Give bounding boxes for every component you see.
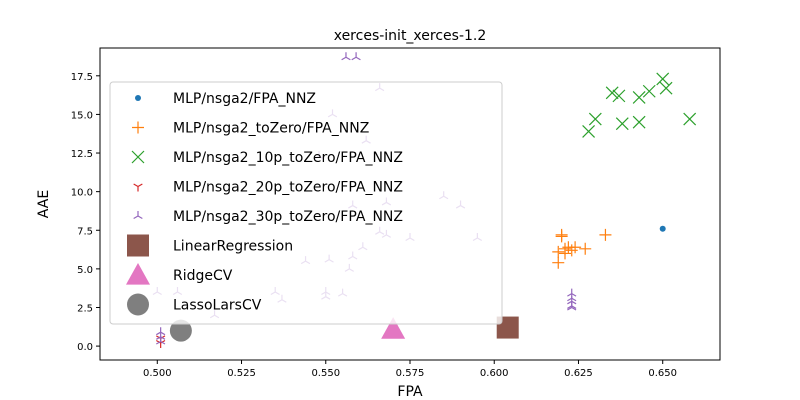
- y-tick-label: 17.5: [71, 72, 93, 83]
- data-point: [659, 81, 673, 95]
- legend-label: MLP/nsga2_10p_toZero/FPA_NNZ: [173, 150, 403, 166]
- data-point: [612, 89, 626, 103]
- legend-label: MLP/nsga2_toZero/FPA_NNZ: [173, 121, 369, 137]
- baseline-1: [381, 317, 406, 339]
- data-point: [569, 241, 582, 254]
- x-axis: 0.500 0.525 0.550 0.575 0.600 0.625 0.650: [143, 360, 677, 379]
- data-point: [156, 339, 166, 349]
- data-point: [169, 319, 192, 342]
- data-point: [552, 245, 565, 258]
- x-tick-label: 0.650: [648, 368, 677, 379]
- data-point: [351, 52, 361, 61]
- y-tick-label: 0.0: [77, 342, 93, 353]
- data-point: [683, 112, 697, 126]
- series-2: [582, 72, 697, 138]
- x-tick-label: 0.600: [480, 368, 509, 379]
- legend-label: MLP/nsga2/FPA_NNZ: [173, 91, 316, 107]
- data-point: [656, 72, 670, 86]
- series-1: [552, 228, 612, 269]
- y-tick-label: 15.0: [71, 110, 93, 121]
- data-point: [381, 317, 406, 339]
- legend-label: MLP/nsga2_30p_toZero/FPA_NNZ: [173, 209, 403, 225]
- legend-entry: RidgeCV: [126, 263, 233, 285]
- legend-entry: MLP/nsga2_20p_toZero/FPA_NNZ: [133, 180, 403, 196]
- data-point: [555, 230, 568, 243]
- legend-entry: MLP/nsga2_10p_toZero/FPA_NNZ: [131, 150, 403, 166]
- legend-marker: [133, 211, 143, 220]
- legend-marker: [127, 293, 149, 316]
- data-point: [567, 302, 577, 311]
- legend-marker: [135, 95, 141, 101]
- data-point: [567, 288, 577, 297]
- baseline-2: [169, 319, 192, 342]
- legend-entry: MLP/nsga2_toZero/FPA_NNZ: [132, 121, 369, 137]
- data-point: [559, 247, 571, 260]
- y-tick-label: 5.0: [77, 265, 93, 276]
- data-point: [582, 124, 596, 138]
- data-point: [156, 336, 166, 345]
- legend-box: [109, 81, 503, 325]
- y-tick-label: 7.5: [77, 226, 93, 237]
- y-axis-label: AAE: [36, 190, 52, 218]
- data-point: [659, 225, 666, 232]
- legend-marker: [133, 183, 143, 192]
- x-tick-label: 0.625: [564, 368, 593, 379]
- data-point: [599, 228, 612, 241]
- x-axis-label: FPA: [397, 384, 423, 400]
- data-point: [567, 296, 577, 305]
- y-tick-label: 10.0: [71, 188, 93, 199]
- data-point: [579, 242, 592, 255]
- y-tick-label: 12.5: [71, 149, 93, 160]
- data-point: [552, 256, 565, 269]
- data-point: [588, 112, 602, 126]
- legend-marker: [132, 121, 144, 134]
- legend-marker: [131, 150, 145, 164]
- legend: MLP/nsga2/FPA_NNZ MLP/nsga2_toZero/FPA_NN…: [109, 81, 503, 325]
- legend-label: MLP/nsga2_20p_toZero/FPA_NNZ: [173, 180, 403, 196]
- legend-marker: [127, 234, 149, 257]
- data-point: [341, 52, 351, 61]
- data-point: [156, 327, 166, 336]
- legend-label: LassoLarsCV: [173, 298, 262, 314]
- data-point: [156, 331, 166, 340]
- legend-entry: MLP/nsga2_30p_toZero/FPA_NNZ: [133, 209, 403, 225]
- y-tick-label: 2.5: [77, 303, 93, 314]
- data-point: [565, 244, 578, 257]
- data-point: [632, 115, 646, 129]
- legend-entry: MLP/nsga2/FPA_NNZ: [135, 91, 316, 107]
- legend-entry: LinearRegression: [127, 234, 293, 257]
- data-point: [615, 117, 629, 131]
- series-0: [659, 225, 666, 232]
- data-point: [605, 86, 619, 100]
- x-tick-label: 0.575: [396, 368, 425, 379]
- legend-marker: [126, 263, 150, 285]
- x-tick-label: 0.500: [143, 368, 172, 379]
- legend-label: RidgeCV: [173, 268, 233, 284]
- legend-entry: LassoLarsCV: [127, 293, 262, 316]
- data-point: [642, 84, 656, 98]
- data-point: [632, 91, 646, 104]
- y-axis: 0.0 2.5 5.0 7.5 10.0 12.5 15.0 17.5: [71, 72, 100, 353]
- legend-label: LinearRegression: [173, 239, 293, 255]
- chart-title: xerces-init_xerces-1.2: [334, 28, 487, 44]
- x-tick-label: 0.550: [311, 368, 340, 379]
- x-tick-label: 0.525: [227, 368, 256, 379]
